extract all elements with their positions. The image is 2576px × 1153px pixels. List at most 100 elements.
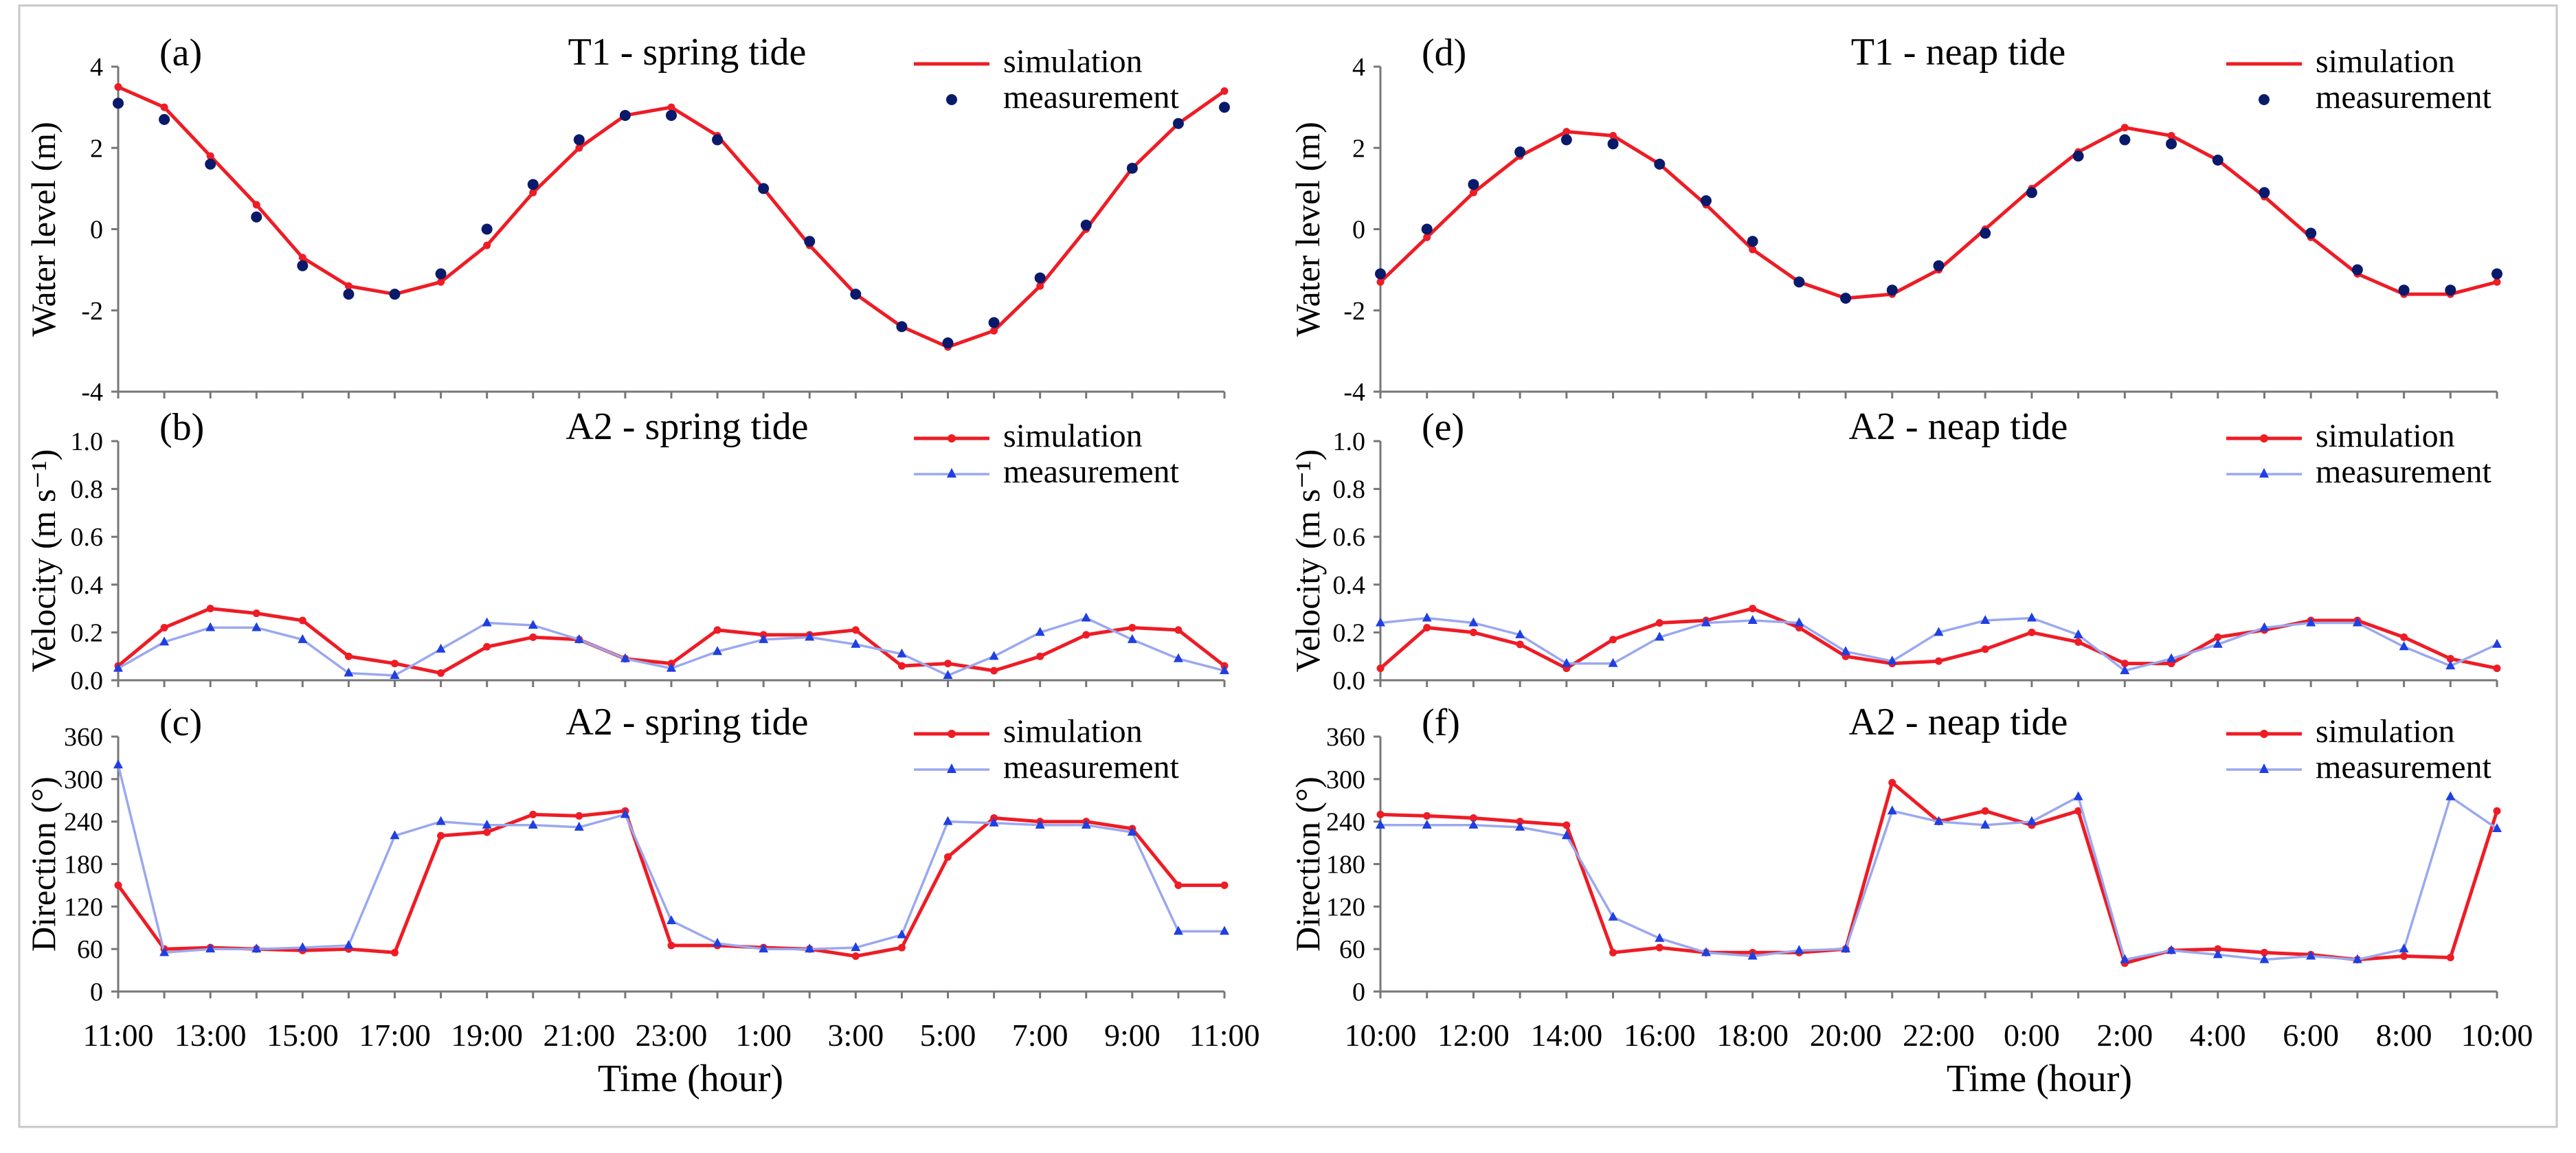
series-simulation xyxy=(114,807,1229,960)
legend-label: simulation xyxy=(2316,418,2455,454)
data-point xyxy=(114,83,122,91)
data-point xyxy=(2213,638,2223,648)
data-point xyxy=(1034,272,1046,284)
data-point xyxy=(2073,791,2083,801)
x-tick-label: 12:00 xyxy=(1437,1018,1510,1053)
y-tick-label: 0.4 xyxy=(71,571,104,600)
data-point xyxy=(1608,911,1618,921)
y-tick-label: -2 xyxy=(81,297,103,326)
data-point xyxy=(1981,807,1989,815)
panel-title: T1 - spring tide xyxy=(568,31,807,74)
panel-title: A2 - neap tide xyxy=(1849,701,2068,743)
x-tick-label: 11:00 xyxy=(82,1018,153,1053)
data-point xyxy=(2492,822,2502,832)
data-point xyxy=(391,660,399,668)
data-point xyxy=(298,254,306,262)
series-measurement xyxy=(1376,791,2502,963)
y-tick-label: 0.2 xyxy=(1333,618,1366,647)
y-tick-label: -2 xyxy=(1343,297,1365,326)
data-point xyxy=(1516,640,1524,649)
legend-marker xyxy=(948,730,956,738)
y-tick-label: 0.0 xyxy=(1333,667,1366,695)
x-tick-label: 20:00 xyxy=(1810,1018,1882,1053)
y-tick-label: 4 xyxy=(1352,53,1365,82)
y-tick-label: 120 xyxy=(64,893,103,921)
data-point xyxy=(575,144,583,152)
y-axis-title: Velocity (m s⁻¹) xyxy=(24,449,63,673)
data-point xyxy=(1794,945,1804,954)
legend-marker xyxy=(2259,468,2269,478)
data-point xyxy=(2398,284,2410,296)
data-point xyxy=(1422,819,1432,829)
data-point xyxy=(391,948,399,956)
data-point xyxy=(851,942,861,952)
data-point xyxy=(1747,950,1758,960)
data-point xyxy=(574,634,584,643)
data-point xyxy=(1516,818,1524,826)
x-tick-label: 4:00 xyxy=(2190,1018,2246,1053)
data-point xyxy=(1701,617,1711,627)
legend-label: simulation xyxy=(2316,713,2455,750)
series-measurement xyxy=(1375,134,2502,304)
data-point xyxy=(1655,618,1664,627)
y-tick-label: 0 xyxy=(1352,216,1365,245)
data-point xyxy=(897,929,907,939)
data-point xyxy=(850,289,862,300)
data-point xyxy=(712,134,724,146)
data-point xyxy=(1376,664,1385,673)
data-point xyxy=(1607,138,1619,150)
simulation-line xyxy=(117,85,1226,349)
data-point xyxy=(159,113,170,125)
data-point xyxy=(2259,954,2270,963)
legend-label: measurement xyxy=(1003,79,1180,115)
data-point xyxy=(667,662,676,672)
data-point xyxy=(436,643,446,653)
data-point xyxy=(2166,945,2177,954)
data-point xyxy=(1655,631,1665,641)
data-point xyxy=(944,660,952,668)
data-point xyxy=(2120,124,2129,132)
data-point xyxy=(758,183,770,194)
data-point xyxy=(481,223,493,235)
data-point xyxy=(528,619,538,629)
y-tick-label: 180 xyxy=(64,851,103,880)
series-simulation xyxy=(1376,779,2501,967)
data-point xyxy=(2212,154,2224,166)
data-point xyxy=(529,633,537,641)
legend-label: simulation xyxy=(1003,418,1143,454)
data-point xyxy=(1127,634,1137,643)
data-point xyxy=(2400,952,2408,960)
series-simulation xyxy=(1376,124,2501,302)
x-tick-label: 14:00 xyxy=(1530,1018,1602,1053)
y-tick-label: 4 xyxy=(90,53,103,82)
x-tick-label: 6:00 xyxy=(2283,1018,2339,1053)
data-point xyxy=(1981,645,1989,653)
legend-marker xyxy=(2260,434,2268,443)
data-point xyxy=(713,646,723,656)
data-point xyxy=(1376,810,1385,818)
data-point xyxy=(2259,187,2270,199)
x-tick-label: 8:00 xyxy=(2376,1018,2432,1053)
y-axis-title: Velocity (m s⁻¹) xyxy=(1288,449,1327,673)
data-point xyxy=(1036,282,1044,290)
data-point xyxy=(1886,284,1898,296)
x-tick-label: 7:00 xyxy=(1012,1018,1068,1053)
data-point xyxy=(1081,612,1091,622)
data-point xyxy=(1220,926,1229,935)
data-point xyxy=(2352,617,2362,627)
data-point xyxy=(1128,623,1136,631)
data-point xyxy=(2306,617,2316,627)
data-point xyxy=(1172,117,1184,129)
data-point xyxy=(1515,629,1525,638)
data-point xyxy=(113,759,123,769)
data-point xyxy=(1841,646,1851,656)
data-point xyxy=(1935,657,1942,665)
data-point xyxy=(804,236,816,247)
data-point xyxy=(2351,264,2363,276)
x-tick-label: 16:00 xyxy=(1624,1018,1696,1053)
data-point xyxy=(482,617,492,627)
